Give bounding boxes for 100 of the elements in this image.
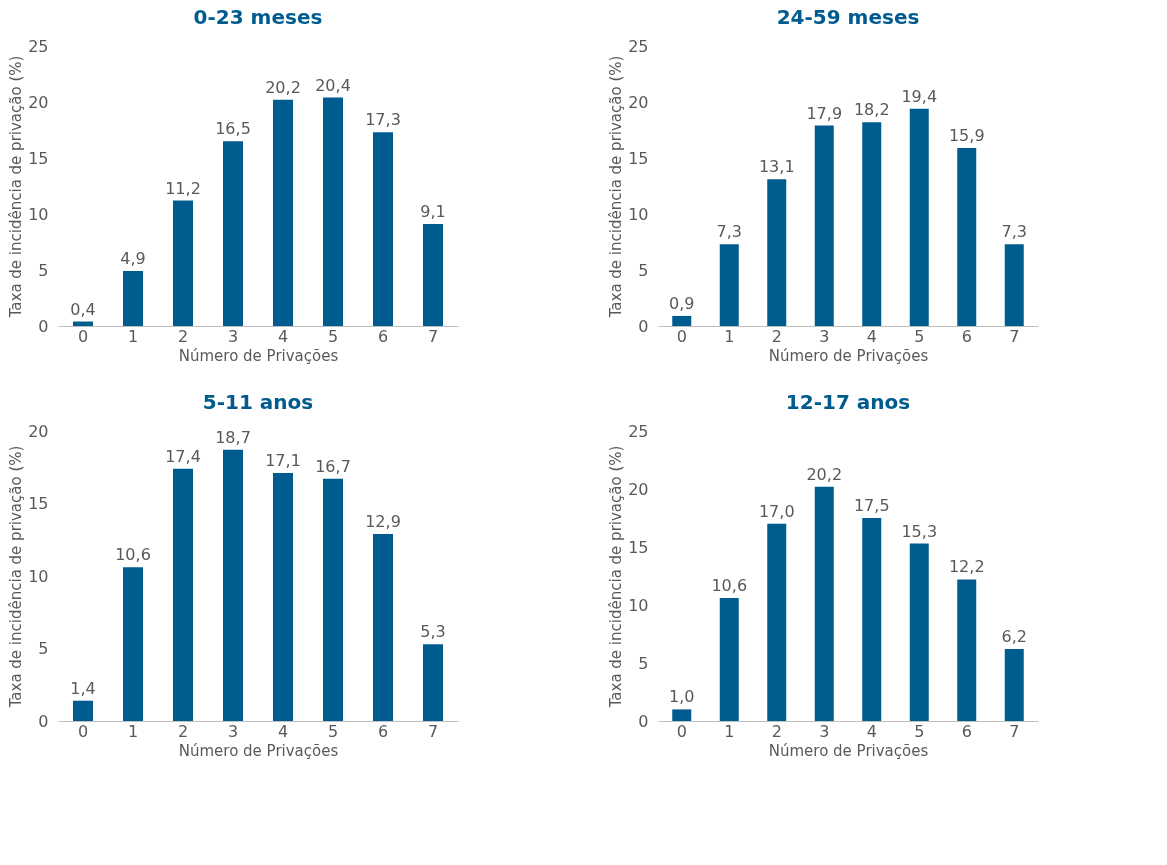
bar <box>1004 244 1024 326</box>
chart-title: 24-59 meses <box>776 5 920 29</box>
bar <box>719 598 739 721</box>
data-label: 12,2 <box>948 557 985 577</box>
x-tick-label: 4 <box>866 326 877 346</box>
bar <box>323 478 343 721</box>
x-tick-label: 3 <box>819 721 830 741</box>
x-tick-label: 3 <box>227 326 239 346</box>
x-tick-label: 5 <box>327 721 339 741</box>
y-tick-label: 20 <box>628 92 649 112</box>
bar <box>672 315 692 326</box>
bar <box>273 99 293 326</box>
bar <box>672 709 692 721</box>
bar <box>223 449 243 721</box>
data-label: 0,9 <box>669 293 695 313</box>
data-label: 13,1 <box>758 157 795 177</box>
bar <box>814 125 834 326</box>
x-axis-title: Número de Privações <box>768 741 929 760</box>
data-label: 1,0 <box>669 687 695 707</box>
data-label: 10,6 <box>115 545 151 565</box>
y-tick-label: 25 <box>28 36 49 56</box>
data-label: 18,7 <box>215 427 251 447</box>
x-tick-label: 2 <box>771 326 782 346</box>
x-tick-label: 4 <box>277 326 289 346</box>
data-label: 17,5 <box>853 496 890 515</box>
data-label: 9,1 <box>420 202 446 222</box>
y-tick-label: 20 <box>28 92 49 112</box>
data-label: 4,9 <box>120 249 146 269</box>
data-label: 17,1 <box>265 451 301 471</box>
x-tick-label: 1 <box>127 721 139 741</box>
y-tick-label: 5 <box>638 260 649 280</box>
data-label: 16,5 <box>215 119 251 139</box>
chart-title: 12-17 anos <box>785 390 911 414</box>
x-tick-label: 3 <box>227 721 239 741</box>
y-tick-label: 10 <box>28 566 49 586</box>
x-tick-label: 6 <box>377 721 389 741</box>
bar <box>373 533 393 721</box>
bar <box>323 97 343 326</box>
x-axis-title: Número de Privações <box>178 346 339 365</box>
bar <box>173 468 193 721</box>
bar <box>373 132 393 326</box>
x-tick-label: 1 <box>724 721 735 741</box>
x-tick-label: 1 <box>724 326 735 346</box>
x-tick-label: 5 <box>914 326 925 346</box>
x-tick-label: 2 <box>177 326 189 346</box>
x-axis-title: Número de Privações <box>178 741 339 760</box>
bar <box>767 523 787 721</box>
x-tick-label: 4 <box>277 721 289 741</box>
data-label: 19,4 <box>901 86 938 106</box>
x-tick-label: 5 <box>914 721 925 741</box>
data-label: 17,9 <box>806 103 843 123</box>
data-label: 10,6 <box>711 576 748 596</box>
x-tick-label: 7 <box>1009 721 1020 741</box>
x-tick-label: 3 <box>819 326 830 346</box>
x-tick-label: 6 <box>377 326 389 346</box>
y-tick-label: 25 <box>628 36 649 56</box>
y-tick-label: 5 <box>38 260 49 280</box>
data-label: 7,3 <box>716 222 742 242</box>
data-label: 17,0 <box>758 501 795 521</box>
y-axis-title: Taxa de incidência de privação (%) <box>607 55 626 319</box>
data-label: 6,2 <box>1001 627 1027 647</box>
bar <box>273 473 293 721</box>
x-tick-label: 7 <box>427 326 439 346</box>
data-label: 17,4 <box>165 446 201 466</box>
bar <box>862 122 882 326</box>
bar <box>909 108 929 326</box>
y-tick-label: 10 <box>628 595 649 615</box>
y-axis-title: Taxa de incidência de privação (%) <box>7 55 26 319</box>
data-label: 20,2 <box>265 77 301 97</box>
y-tick-label: 25 <box>628 421 649 441</box>
x-tick-label: 0 <box>77 326 89 346</box>
bar <box>123 271 143 326</box>
x-tick-label: 7 <box>427 721 439 741</box>
x-tick-label: 0 <box>77 721 89 741</box>
data-label: 1,4 <box>70 678 96 698</box>
data-label: 5,3 <box>420 622 446 642</box>
x-tick-label: 0 <box>676 326 687 346</box>
bar <box>719 244 739 326</box>
y-tick-label: 15 <box>628 148 649 168</box>
data-label: 15,3 <box>901 521 938 541</box>
data-label: 18,2 <box>853 100 890 120</box>
chart-title: 0-23 meses <box>193 5 323 29</box>
x-axis-title: Número de Privações <box>768 346 929 365</box>
x-tick-label: 2 <box>771 721 782 741</box>
x-tick-label: 4 <box>866 721 877 741</box>
x-tick-label: 0 <box>676 721 687 741</box>
data-label: 0,4 <box>70 299 96 319</box>
data-label: 17,3 <box>365 110 401 130</box>
y-tick-label: 15 <box>628 537 649 557</box>
data-label: 12,9 <box>365 511 401 531</box>
bar <box>909 543 929 721</box>
bar <box>423 644 443 721</box>
x-tick-label: 6 <box>961 721 972 741</box>
y-tick-label: 5 <box>38 639 49 658</box>
y-axis-title: Taxa de incidência de privação (%) <box>7 445 26 709</box>
bar <box>73 700 93 721</box>
bar <box>123 567 143 721</box>
data-label: 11,2 <box>165 178 201 198</box>
data-label: 16,7 <box>315 456 351 476</box>
bar <box>814 486 834 721</box>
